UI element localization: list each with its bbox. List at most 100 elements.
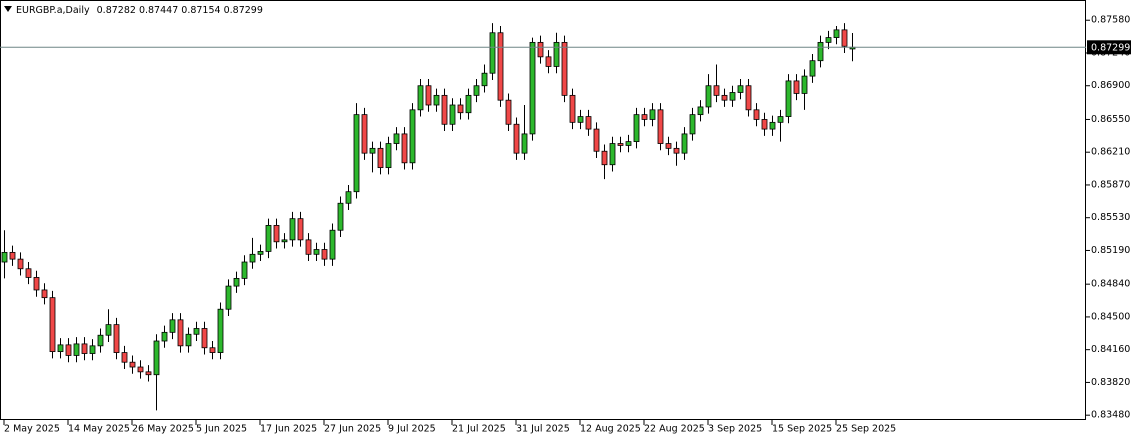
y-tick-label: 0.84500 — [1091, 311, 1130, 322]
candle-body — [361, 114, 368, 154]
candle-body — [585, 116, 592, 130]
candle-body — [665, 143, 672, 149]
candle-body — [177, 319, 184, 347]
candle-body — [297, 218, 304, 241]
candle-body — [89, 345, 96, 354]
x-tick-label: 25 Sep 2025 — [836, 424, 896, 435]
candle-body — [449, 104, 456, 125]
candle-body — [105, 324, 112, 336]
candle-body — [49, 297, 56, 353]
candle-body — [233, 277, 240, 287]
candle-body — [81, 343, 88, 354]
candle-body — [17, 258, 24, 270]
y-tick-label: 0.84840 — [1091, 279, 1130, 290]
y-tick-label: 0.86900 — [1091, 80, 1130, 91]
candle-body — [761, 119, 768, 130]
x-tick-label: 26 May 2025 — [132, 424, 194, 435]
candle-body — [145, 371, 152, 376]
candle-body — [305, 239, 312, 255]
candle-body — [737, 85, 744, 93]
menu-arrow[interactable] — [4, 6, 12, 12]
high-value: 0.87447 — [139, 5, 178, 16]
candle-body — [705, 85, 712, 108]
candle-body — [601, 150, 608, 166]
candle-body — [265, 225, 272, 252]
candle-body — [217, 308, 224, 353]
symbol: EURGBP.a,Daily — [16, 5, 90, 16]
candle-body — [25, 268, 32, 278]
candle-body — [481, 72, 488, 87]
candle-body — [657, 109, 664, 144]
candle-body — [721, 94, 728, 101]
candle-body — [433, 94, 440, 106]
x-tick-label: 17 Jun 2025 — [260, 424, 317, 435]
x-tick-label: 21 Jul 2025 — [452, 424, 506, 435]
candle-body — [289, 218, 296, 241]
y-tick-label: 0.83480 — [1091, 410, 1130, 421]
candle-body — [9, 251, 16, 260]
candle-body — [73, 343, 80, 356]
x-tick-label: 15 Sep 2025 — [772, 424, 832, 435]
candle-body — [641, 114, 648, 120]
candle-body — [489, 32, 496, 74]
low-value: 0.87154 — [181, 5, 220, 16]
y-tick-label: 0.86550 — [1091, 114, 1130, 125]
candle-body — [377, 147, 384, 169]
x-tick-label: 14 May 2025 — [68, 424, 130, 435]
candle-body — [161, 331, 168, 342]
candle-body — [537, 41, 544, 58]
candle-body — [513, 123, 520, 154]
x-tick-label: 22 Aug 2025 — [644, 424, 705, 435]
candle-body — [425, 85, 432, 106]
candle-body — [769, 121, 776, 130]
y-tick-label: 0.84160 — [1091, 344, 1130, 355]
candle-body — [393, 133, 400, 144]
y-tick-label: 0.85870 — [1091, 179, 1130, 190]
candle-body — [793, 80, 800, 94]
candle-body — [465, 94, 472, 114]
candle-body — [609, 143, 616, 166]
candle-body — [281, 239, 288, 243]
candle-body — [833, 29, 840, 38]
candle-body — [169, 319, 176, 333]
candle-body — [457, 104, 464, 114]
candle-body — [673, 147, 680, 154]
candle-body — [273, 225, 280, 243]
candle-body — [1, 251, 8, 263]
candle-body — [745, 85, 752, 111]
candle-body — [209, 347, 216, 353]
y-tick-label: 0.83820 — [1091, 377, 1130, 388]
candle-body — [801, 75, 808, 94]
candle-body — [505, 99, 512, 125]
candle-body — [137, 366, 144, 373]
candle-body — [577, 116, 584, 123]
price-label: 0.87299 — [1091, 42, 1130, 53]
x-tick-label: 27 Jun 2025 — [324, 424, 381, 435]
candle-body — [441, 94, 448, 125]
candles — [1, 23, 856, 411]
candle-body — [337, 202, 344, 231]
candle-body — [241, 261, 248, 279]
candle-body — [121, 352, 128, 363]
price-label-box — [1087, 40, 1131, 55]
candle-body — [785, 80, 792, 117]
candle-body — [649, 109, 656, 120]
candle-body — [625, 141, 632, 146]
x-tick-label: 2 May 2025 — [4, 424, 60, 435]
candle-body — [817, 41, 824, 62]
candle-body — [569, 94, 576, 123]
x-tick-label: 12 Aug 2025 — [580, 424, 641, 435]
candle-body — [225, 285, 232, 310]
candle-body — [409, 109, 416, 164]
candle-body — [841, 29, 848, 47]
candle-body — [753, 109, 760, 120]
candle-body — [689, 114, 696, 135]
candle-body — [561, 41, 568, 96]
candle-body — [497, 32, 504, 101]
candle-body — [529, 41, 536, 135]
candle-body — [809, 60, 816, 77]
candle-body — [257, 251, 264, 255]
candle-body — [129, 361, 136, 368]
candle-body — [33, 277, 40, 291]
